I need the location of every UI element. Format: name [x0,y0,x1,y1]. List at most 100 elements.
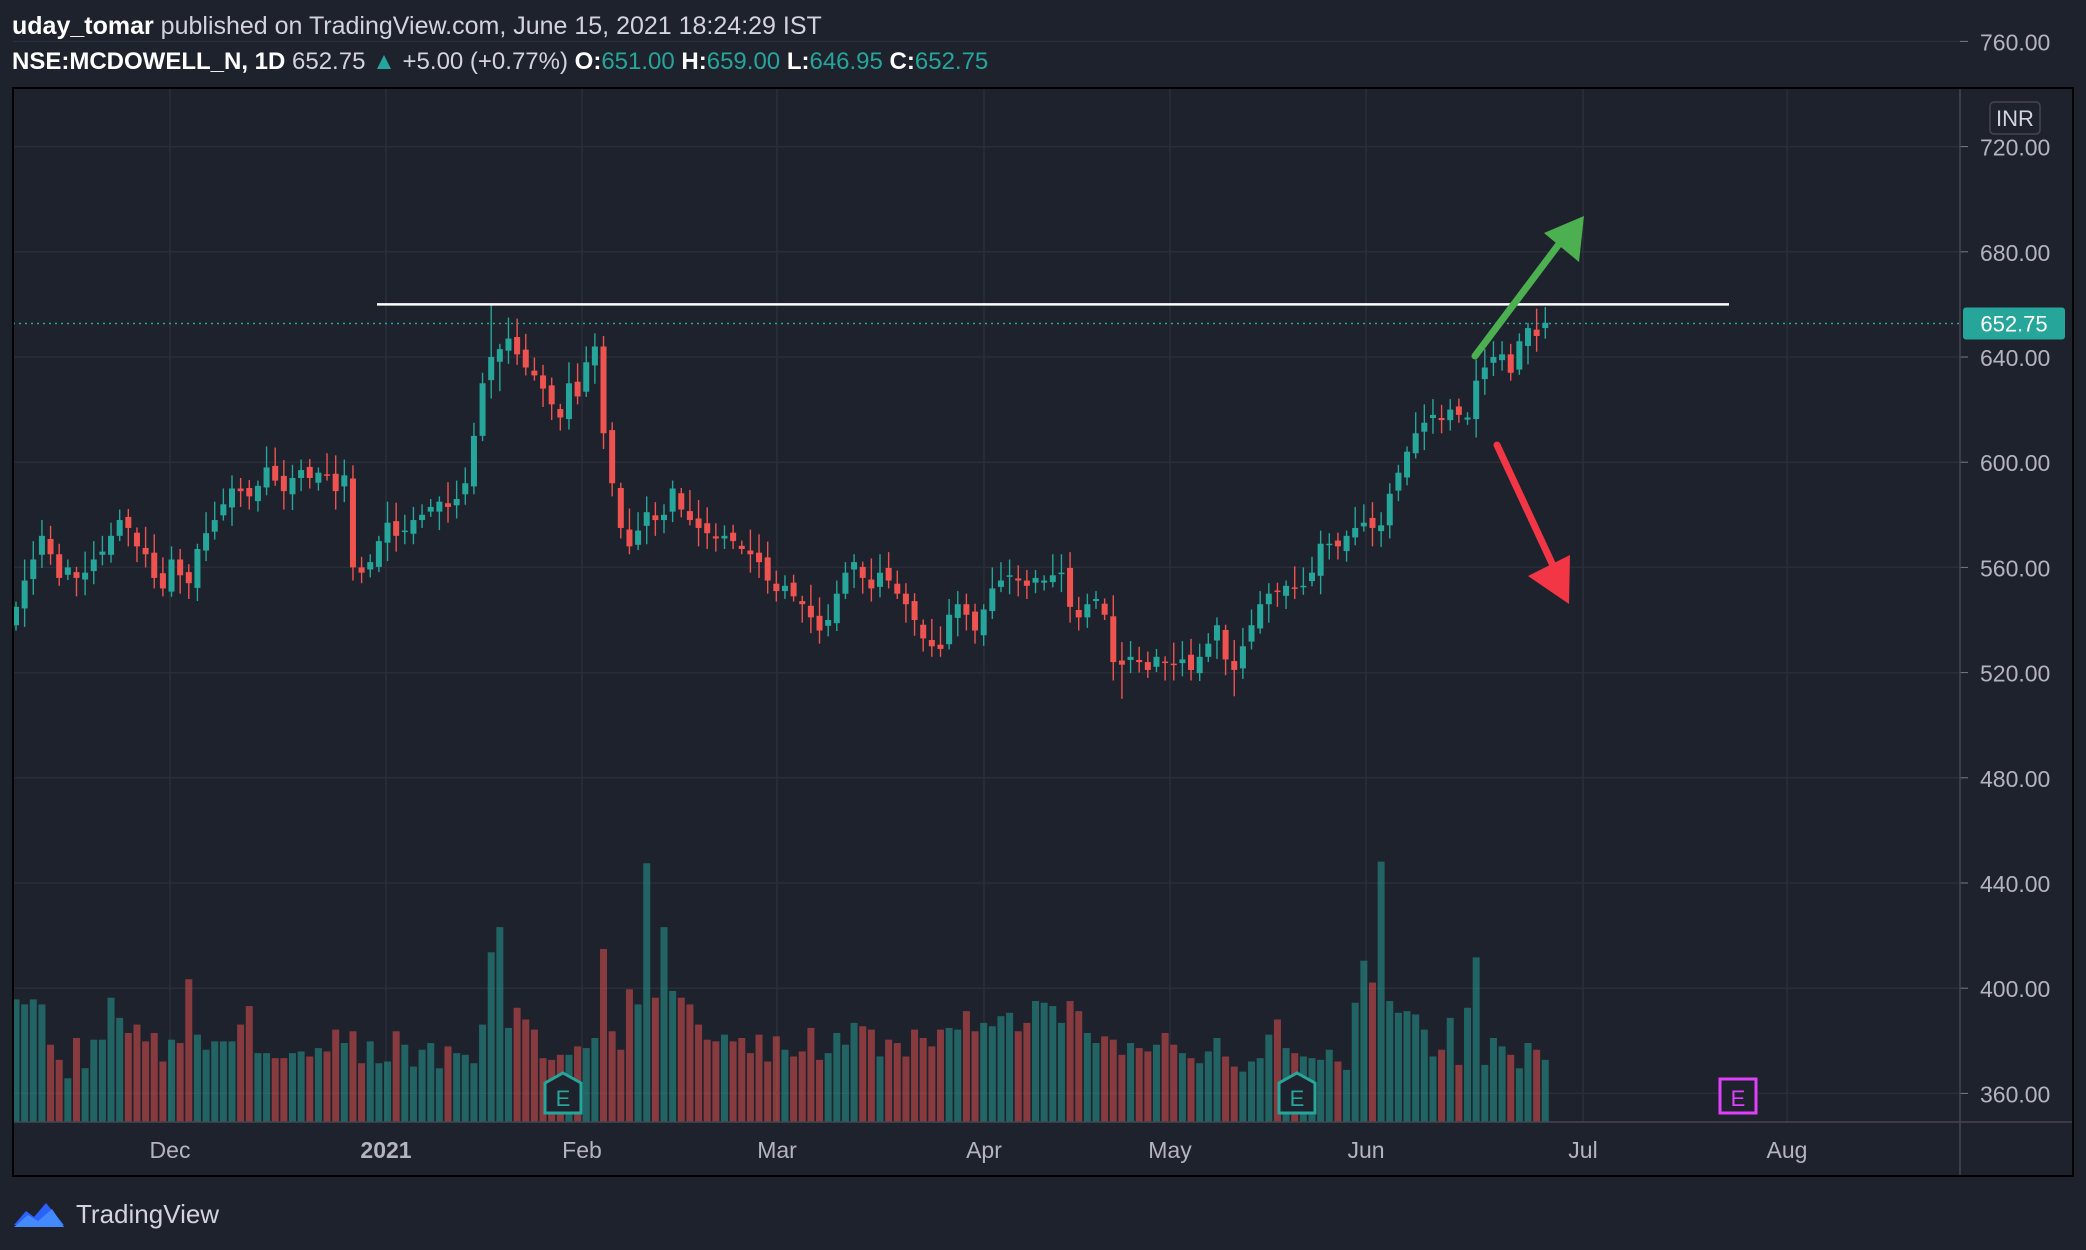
candle-body[interactable] [600,346,607,434]
candle-body[interactable] [1067,567,1074,607]
candle-body[interactable] [704,523,711,534]
candle-body[interactable] [159,573,166,589]
candle-body[interactable] [954,604,961,618]
candle-body[interactable] [367,562,374,570]
candle-body[interactable] [1343,535,1350,552]
candle-body[interactable] [1049,575,1056,583]
candle-body[interactable] [125,516,132,528]
candle-body[interactable] [229,488,235,508]
candle-body[interactable] [1075,610,1082,618]
candle-body[interactable] [1291,587,1298,589]
candle-body[interactable] [946,614,953,645]
candle-body[interactable] [1447,409,1454,421]
earnings-marker[interactable]: E [1277,1071,1317,1115]
candle-body[interactable] [1136,659,1143,663]
candle-body[interactable] [1058,572,1065,575]
breakout-arrow-shaft[interactable] [1471,236,1566,360]
candle-body[interactable] [462,483,469,495]
candle-body[interactable] [254,485,261,502]
candle-body[interactable] [427,506,434,512]
candle-body[interactable] [609,430,616,484]
earnings-marker[interactable]: E [1718,1077,1758,1115]
candle-body[interactable] [280,475,287,492]
candle-body[interactable] [505,338,512,351]
candle-body[interactable] [1455,406,1462,415]
candle-body[interactable] [151,552,158,578]
candle-body[interactable] [470,435,477,487]
candle-body[interactable] [842,572,849,594]
candle-body[interactable] [721,535,728,539]
candle-body[interactable] [1369,517,1376,528]
candle-body[interactable] [1032,577,1039,583]
candle-body[interactable] [1274,590,1281,593]
candle-body[interactable] [1196,656,1203,674]
candle-body[interactable] [220,504,227,516]
candle-body[interactable] [1386,493,1393,526]
candle-body[interactable] [1205,643,1212,657]
candle-body[interactable] [315,472,322,483]
candle-body[interactable] [781,585,788,592]
candle-body[interactable] [1006,575,1013,577]
candle-body[interactable] [730,532,737,542]
candle-body[interactable] [272,465,279,481]
candle-body[interactable] [82,572,89,580]
candle-body[interactable] [237,488,244,492]
candle-body[interactable] [306,466,313,478]
candle-body[interactable] [108,535,115,555]
symbol-label[interactable]: NSE:MCDOWELL_N, 1D [12,48,286,75]
candle-body[interactable] [1265,593,1272,605]
candle-body[interactable] [1378,525,1385,532]
candle-body[interactable] [825,620,832,626]
candle-body[interactable] [246,487,253,497]
candle-body[interactable] [989,588,996,612]
candle-body[interactable] [591,346,598,366]
candle-body[interactable] [1326,543,1333,546]
candle-body[interactable] [116,520,123,536]
candle-body[interactable] [142,547,149,555]
candle-body[interactable] [177,559,184,576]
candle-body[interactable] [1257,604,1264,629]
candle-body[interactable] [885,567,892,581]
candle-body[interactable] [738,545,745,549]
candle-body[interactable] [980,609,987,636]
candle-body[interactable] [1533,329,1540,336]
candle-body[interactable] [1110,616,1117,663]
candle-body[interactable] [851,562,858,570]
candle-body[interactable] [1023,580,1030,586]
candle-body[interactable] [1222,629,1229,660]
candle-body[interactable] [38,535,45,555]
candle-body[interactable] [1429,414,1436,419]
candle-body[interactable] [64,567,71,575]
footer-brand[interactable]: TradingView [76,1198,220,1229]
candle-body[interactable] [1404,451,1411,478]
candle-body[interactable] [635,530,642,545]
candle-body[interactable] [47,538,54,555]
candle-body[interactable] [1542,322,1549,329]
earnings-marker[interactable]: E [543,1071,583,1115]
candle-body[interactable] [393,521,400,536]
candle-body[interactable] [1360,522,1367,527]
candle-body[interactable] [816,615,823,631]
candle-body[interactable] [436,501,443,512]
breakdown-arrow-head[interactable] [1528,555,1570,604]
candle-body[interactable] [263,467,270,488]
candle-body[interactable] [548,385,555,405]
candle-body[interactable] [756,552,763,563]
candle-body[interactable] [937,644,944,649]
candle-body[interactable] [453,499,460,506]
candle-body[interactable] [773,583,780,592]
candle-body[interactable] [56,554,63,578]
candle-body[interactable] [358,567,365,573]
candle-body[interactable] [583,362,590,392]
candle-body[interactable] [833,593,840,624]
candle-body[interactable] [1127,656,1134,660]
candle-body[interactable] [1481,367,1488,380]
candle-body[interactable] [997,580,1004,587]
candle-body[interactable] [185,572,192,584]
candle-body[interactable] [211,520,218,532]
candle-body[interactable] [1283,585,1290,596]
author-name[interactable]: uday_tomar [12,12,154,40]
candle-body[interactable] [868,579,875,589]
candle-body[interactable] [488,357,495,381]
candle-body[interactable] [99,551,106,555]
